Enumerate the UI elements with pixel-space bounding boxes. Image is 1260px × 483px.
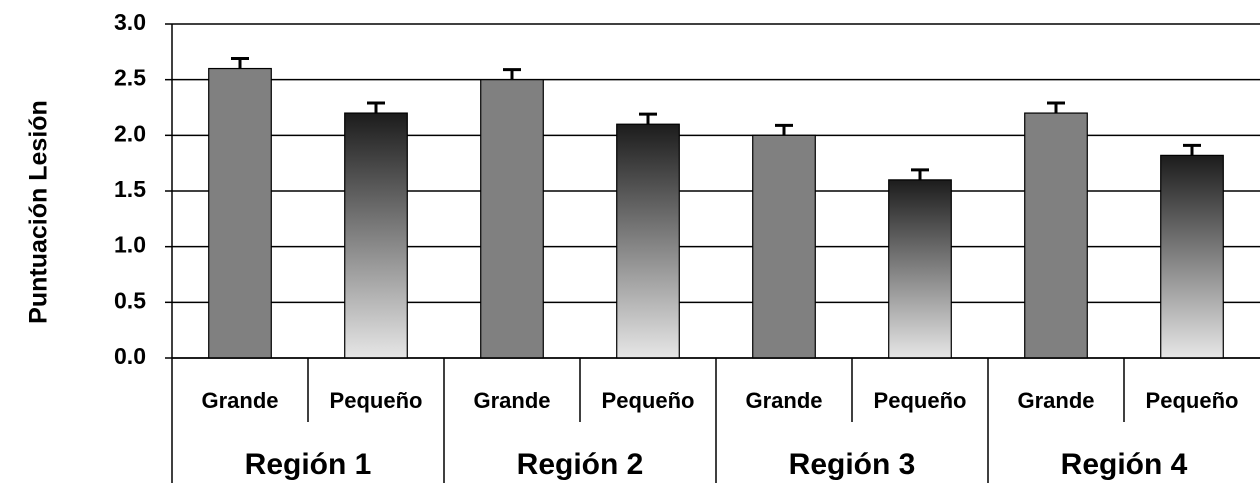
error-bar bbox=[231, 57, 249, 69]
y-tick-label: 0.0 bbox=[114, 343, 146, 369]
y-tick-label: 2.5 bbox=[114, 65, 146, 91]
error-bar bbox=[367, 101, 385, 114]
x-tick-label: Grande bbox=[201, 388, 278, 413]
group-label: Región 1 bbox=[245, 448, 372, 481]
x-tick-label: Pequeño bbox=[330, 388, 423, 413]
y-tick-label: 0.5 bbox=[114, 287, 146, 313]
y-tick-label: 1.5 bbox=[114, 176, 146, 202]
y-axis-title: Puntuación Lesión bbox=[25, 100, 53, 324]
error-bar bbox=[1183, 143, 1201, 156]
bar bbox=[344, 112, 408, 359]
x-tick-label: Pequeño bbox=[1146, 388, 1239, 413]
x-tick-label: Grande bbox=[1017, 388, 1094, 413]
x-tick-label: Pequeño bbox=[874, 388, 967, 413]
x-tick-label: Pequeño bbox=[602, 388, 695, 413]
y-tick-label: 1.0 bbox=[114, 232, 146, 258]
bar bbox=[752, 134, 816, 359]
group-label: Región 4 bbox=[1061, 448, 1188, 481]
error-bar bbox=[639, 112, 657, 125]
x-tick-label: Grande bbox=[745, 388, 822, 413]
x-tick-label: Grande bbox=[473, 388, 550, 413]
bar bbox=[480, 79, 544, 359]
y-tick-label: 2.0 bbox=[114, 120, 146, 146]
bar bbox=[1024, 112, 1088, 359]
group-label: Región 3 bbox=[789, 448, 916, 481]
bar bbox=[208, 67, 272, 359]
bar bbox=[888, 179, 952, 359]
bar bbox=[616, 123, 680, 359]
bar bbox=[1160, 154, 1224, 359]
error-bar bbox=[911, 168, 929, 180]
error-bar bbox=[1047, 101, 1065, 114]
y-tick-label: 3.0 bbox=[114, 9, 146, 35]
group-label: Región 2 bbox=[517, 448, 644, 481]
error-bar bbox=[775, 123, 793, 136]
error-bar bbox=[503, 68, 521, 80]
